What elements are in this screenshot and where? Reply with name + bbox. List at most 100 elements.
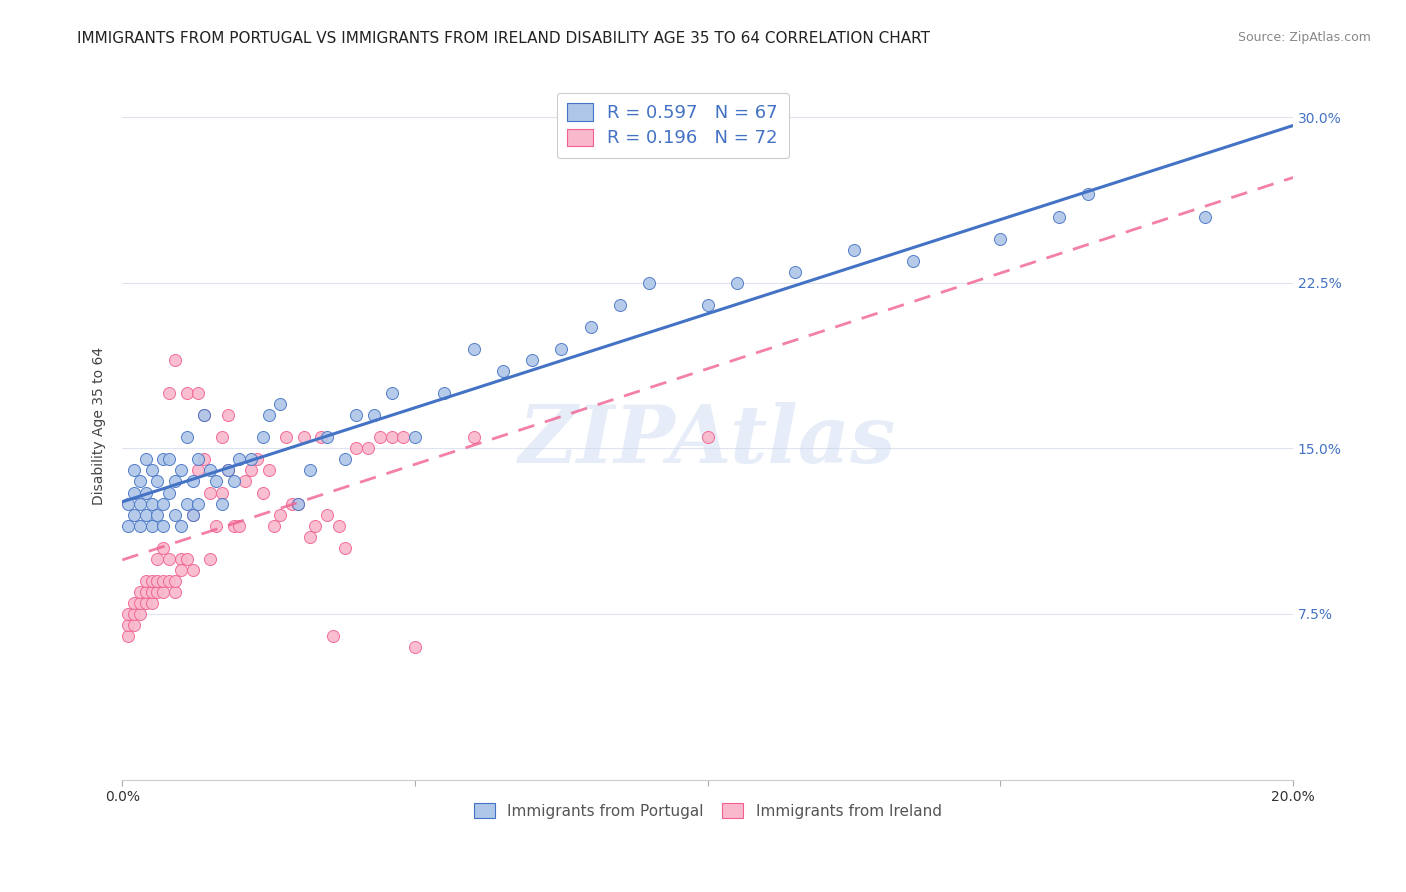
Point — [205, 475, 228, 489]
Point — [298, 530, 321, 544]
Text: IMMIGRANTS FROM PORTUGAL VS IMMIGRANTS FROM IRELAND DISABILITY AGE 35 TO 64 CORR: IMMIGRANTS FROM PORTUGAL VS IMMIGRANTS F… — [77, 31, 931, 46]
Point — [217, 409, 239, 423]
Point — [333, 452, 356, 467]
Point — [988, 231, 1011, 245]
Point — [193, 409, 215, 423]
Point — [176, 497, 198, 511]
Point — [141, 574, 163, 588]
Point — [211, 497, 233, 511]
Point — [363, 409, 385, 423]
Point — [842, 243, 865, 257]
Legend: Immigrants from Portugal, Immigrants from Ireland: Immigrants from Portugal, Immigrants fro… — [468, 797, 948, 825]
Y-axis label: Disability Age 35 to 64: Disability Age 35 to 64 — [93, 347, 107, 506]
Point — [141, 497, 163, 511]
Point — [492, 364, 515, 378]
Point — [146, 574, 169, 588]
Point — [135, 452, 157, 467]
Point — [346, 409, 368, 423]
Point — [193, 409, 215, 423]
Point — [240, 452, 263, 467]
Point — [304, 518, 326, 533]
Point — [1047, 210, 1070, 224]
Point — [122, 463, 145, 477]
Point — [252, 485, 274, 500]
Text: ZIPAtlas: ZIPAtlas — [519, 401, 897, 479]
Point — [187, 452, 209, 467]
Point — [135, 596, 157, 610]
Point — [128, 518, 150, 533]
Point — [170, 563, 193, 577]
Point — [152, 518, 174, 533]
Point — [170, 463, 193, 477]
Point — [287, 497, 309, 511]
Point — [117, 518, 139, 533]
Point — [157, 452, 180, 467]
Point — [1194, 210, 1216, 224]
Point — [152, 497, 174, 511]
Point — [198, 485, 221, 500]
Point — [128, 596, 150, 610]
Point — [550, 342, 572, 356]
Point — [281, 497, 304, 511]
Point — [211, 430, 233, 444]
Point — [328, 518, 350, 533]
Point — [128, 585, 150, 599]
Point — [579, 320, 602, 334]
Point — [181, 508, 204, 522]
Point — [176, 430, 198, 444]
Point — [163, 574, 186, 588]
Point — [696, 430, 718, 444]
Point — [122, 485, 145, 500]
Point — [170, 551, 193, 566]
Point — [404, 430, 426, 444]
Point — [146, 551, 169, 566]
Point — [157, 551, 180, 566]
Point — [316, 430, 339, 444]
Point — [222, 518, 245, 533]
Point — [141, 463, 163, 477]
Point — [246, 452, 269, 467]
Point — [298, 463, 321, 477]
Point — [181, 475, 204, 489]
Point — [269, 508, 291, 522]
Point — [222, 475, 245, 489]
Point — [128, 607, 150, 621]
Point — [269, 397, 291, 411]
Point — [163, 508, 186, 522]
Point — [322, 629, 344, 643]
Point — [122, 596, 145, 610]
Point — [170, 518, 193, 533]
Point — [135, 485, 157, 500]
Point — [316, 508, 339, 522]
Text: Source: ZipAtlas.com: Source: ZipAtlas.com — [1237, 31, 1371, 45]
Point — [520, 353, 543, 368]
Point — [276, 430, 298, 444]
Point — [287, 497, 309, 511]
Point — [163, 353, 186, 368]
Point — [152, 452, 174, 467]
Point — [157, 485, 180, 500]
Point — [228, 518, 250, 533]
Point — [135, 574, 157, 588]
Point — [152, 574, 174, 588]
Point — [381, 386, 404, 401]
Point — [333, 541, 356, 555]
Point — [205, 518, 228, 533]
Point — [228, 452, 250, 467]
Point — [263, 518, 285, 533]
Point — [117, 629, 139, 643]
Point — [252, 430, 274, 444]
Point — [696, 298, 718, 312]
Point — [217, 463, 239, 477]
Point — [193, 452, 215, 467]
Point — [357, 442, 380, 456]
Point — [187, 463, 209, 477]
Point — [146, 508, 169, 522]
Point — [128, 475, 150, 489]
Point — [122, 508, 145, 522]
Point — [240, 463, 263, 477]
Point — [211, 485, 233, 500]
Point — [609, 298, 631, 312]
Point — [176, 386, 198, 401]
Point — [311, 430, 333, 444]
